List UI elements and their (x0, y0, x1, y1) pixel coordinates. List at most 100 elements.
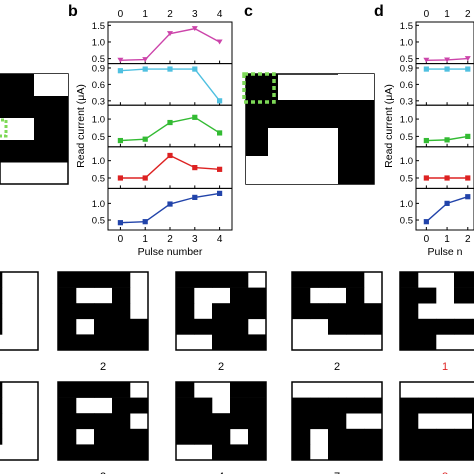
grid-cell (248, 428, 267, 445)
y-tick-label: 0.3 (400, 96, 413, 107)
x-tick-label-top: 3 (192, 9, 198, 20)
grid-cell (328, 397, 347, 414)
grid-cell (292, 444, 311, 461)
grid-cell (130, 318, 149, 335)
grid-cell (212, 318, 231, 335)
grid-cell (212, 272, 231, 288)
grid-cell (112, 303, 131, 320)
subplot-frame (415, 21, 474, 65)
grid-cell (418, 287, 437, 304)
grid-cell (346, 272, 365, 288)
data-point (142, 136, 148, 142)
subplot-3: 0.5 1.0 (400, 104, 474, 148)
grid-cell (400, 287, 419, 304)
data-point (117, 57, 124, 63)
data-point (465, 175, 471, 181)
grid-cell (328, 444, 347, 461)
y-tick-label: 1.0 (400, 37, 413, 48)
series-line (425, 196, 468, 223)
x-tick-label-top: 2 (167, 9, 173, 20)
grid-cell (418, 397, 437, 414)
grid-cell (230, 334, 249, 351)
grid-cell (472, 318, 474, 335)
grid-cell (58, 382, 77, 398)
digit-row-1: 2 2 2 1 (0, 271, 474, 373)
x-axis-label: Pulse n (427, 246, 462, 258)
grid-cell (346, 428, 365, 445)
grid-cell (418, 334, 437, 351)
x-tick-label: 2 (167, 234, 173, 245)
y-tick-label: 0.6 (400, 80, 413, 91)
subplot-1: 0.5 1.0 1.5 (92, 21, 233, 65)
grid-cell (194, 318, 213, 335)
y-tick-label: 0.3 (92, 96, 105, 107)
grid-cell (176, 382, 195, 398)
subplot-frame (415, 187, 474, 231)
grid-cell (194, 428, 213, 445)
data-point (117, 220, 123, 226)
data-point (192, 194, 198, 200)
grid-cell (0, 382, 3, 398)
data-point (444, 200, 450, 206)
grid-label: 1 (442, 361, 448, 373)
data-point (444, 137, 450, 143)
grid-cell (176, 272, 195, 288)
grid-cell (0, 303, 3, 320)
data-point (117, 68, 123, 74)
grid-cell (310, 303, 329, 320)
series-line (120, 154, 220, 179)
grid-cell (76, 444, 95, 461)
grid-cell (0, 397, 3, 414)
subplot-5: 0.5 1.0 (400, 187, 474, 231)
x-tick-label: 0 (118, 234, 124, 245)
grid-cell (400, 303, 419, 320)
data-point (444, 175, 450, 181)
data-point (167, 201, 173, 207)
y-tick-label: 1.0 (92, 156, 105, 167)
x-tick-label-top: 0 (118, 9, 124, 20)
data-point (167, 119, 173, 126)
grid-cell (310, 397, 329, 414)
subplot-frame (415, 146, 474, 189)
grid-cell (248, 413, 267, 430)
y-tick-label: 1.5 (92, 21, 105, 32)
grid-cell (292, 428, 311, 445)
panel-label-b: b (68, 3, 78, 20)
grid-cell (292, 272, 311, 288)
pattern-grid (0, 381, 39, 461)
data-point (117, 137, 123, 144)
y-tick-label: 0.5 (92, 216, 105, 227)
grid-label: 2 (100, 361, 106, 373)
y-tick-label: 0.5 (400, 174, 413, 185)
x-tick-label-top: 4 (217, 9, 223, 20)
data-point (217, 166, 223, 172)
grid-cell (454, 428, 473, 445)
grid-cell (472, 272, 474, 288)
subplot-4: 0.5 1.0 (400, 146, 474, 189)
grid-cell (112, 287, 131, 304)
data-point (217, 130, 223, 136)
grid-cell (76, 272, 95, 288)
data-point (117, 175, 123, 181)
grid-cell (112, 318, 131, 335)
x-tick-label: 3 (192, 234, 198, 245)
grid-cell (0, 428, 3, 445)
data-point (142, 219, 148, 225)
grid-cell (58, 287, 77, 304)
grid-cell (176, 303, 195, 320)
grid-cell (472, 397, 474, 414)
subplot-2: 0.3 0.6 0.9 (400, 63, 474, 107)
grid-label: 2 (100, 471, 106, 474)
grid-cell (346, 303, 365, 320)
data-point (423, 66, 429, 72)
x-tick-label: 0 (424, 234, 430, 245)
data-point (423, 57, 430, 63)
grid-cell (328, 413, 347, 430)
data-point (191, 26, 198, 32)
grid-cell (346, 397, 365, 414)
subplot-1: 0.5 1.0 1.5 (400, 21, 474, 65)
grid-cell (94, 413, 113, 430)
grid-cell (212, 303, 231, 320)
data-point (142, 175, 148, 181)
data-point (192, 165, 198, 171)
